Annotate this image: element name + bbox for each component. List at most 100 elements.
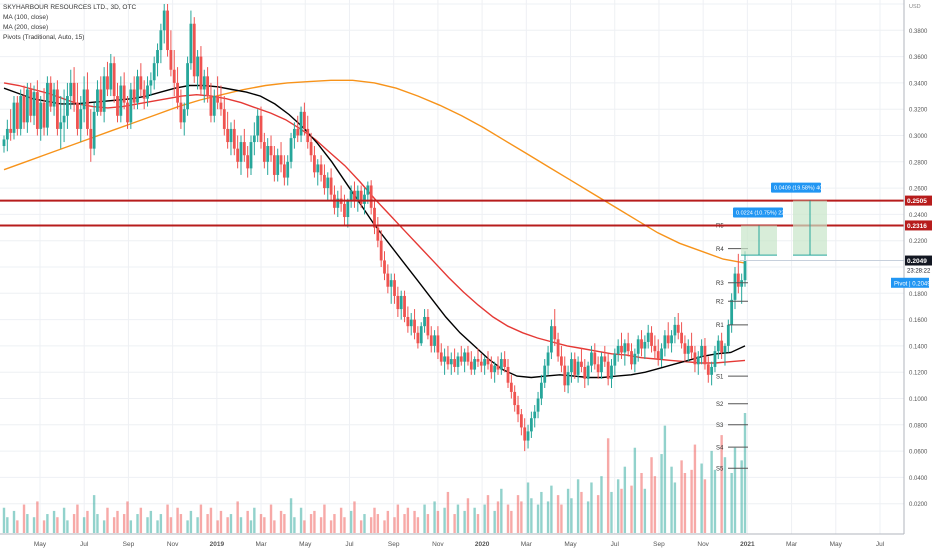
volume-bar <box>476 514 480 533</box>
x-tick-label: May <box>564 541 577 548</box>
candle-body <box>466 352 470 362</box>
volume-bar <box>653 476 657 533</box>
volume-bar <box>416 517 420 533</box>
volume-bar <box>72 514 76 533</box>
volume-bar <box>96 514 99 533</box>
x-tick-label: May <box>830 541 843 548</box>
volume-bar <box>493 510 496 533</box>
volume-bar <box>229 514 233 533</box>
volume-bar <box>433 501 436 533</box>
y-tick-label: 0.2800 <box>909 160 928 166</box>
candle-body <box>536 398 540 412</box>
candle-body <box>590 352 593 366</box>
candle-body <box>232 128 236 149</box>
projection-label: 0.0409 (19.58%) 409 <box>774 186 825 192</box>
volume-bar <box>640 473 643 533</box>
candle-body <box>743 260 747 281</box>
pivot-level-label: S5 <box>716 466 724 472</box>
volume-bar <box>510 510 513 533</box>
candle-body <box>369 185 373 208</box>
volume-bar <box>149 510 153 533</box>
y-tick-label: 0.1600 <box>909 318 928 324</box>
volume-bar <box>506 504 510 533</box>
candle-body <box>473 359 477 370</box>
x-tick-label: Sep <box>388 541 400 548</box>
volume-bar <box>236 501 239 533</box>
candle-body <box>396 295 400 310</box>
candle-body <box>32 92 36 116</box>
candle-body <box>109 63 113 90</box>
candle-body <box>96 89 99 112</box>
candle-body <box>506 366 510 383</box>
candle-body <box>593 352 597 365</box>
candle-body <box>349 190 353 202</box>
volume-bar <box>616 479 620 533</box>
y-tick-label: 0.2400 <box>909 213 928 219</box>
candle-body <box>353 190 356 202</box>
candle-body <box>216 96 220 103</box>
volume-bar <box>630 485 633 533</box>
candle-body <box>343 203 346 218</box>
volume-bar <box>319 517 323 533</box>
candle-body <box>69 82 73 97</box>
volume-bar <box>339 507 343 533</box>
candle-body <box>132 89 136 103</box>
candle-body <box>186 63 189 110</box>
volume-bar <box>253 507 256 533</box>
pivot-level-label: S2 <box>716 402 724 408</box>
volume-bar <box>369 517 373 533</box>
volume-bar <box>329 520 333 533</box>
candle-body <box>169 50 173 70</box>
y-tick-label: 0.0400 <box>909 476 928 482</box>
volume-bar <box>456 504 460 533</box>
candle-body <box>493 365 497 373</box>
candle-body <box>580 361 583 367</box>
candle-body <box>386 273 390 287</box>
candle-body <box>686 345 690 354</box>
candle-body <box>526 431 530 441</box>
candle-body <box>610 365 613 379</box>
x-tick-label: Sep <box>123 541 135 548</box>
volume-bar <box>343 517 346 533</box>
current-price-tag-bg <box>905 255 932 266</box>
candle-body <box>45 82 49 128</box>
candle-body <box>179 102 183 123</box>
volume-bar <box>6 517 9 533</box>
candle-body <box>449 359 453 365</box>
volume-bar <box>42 520 46 533</box>
candle-body <box>282 164 286 178</box>
candle-body <box>359 190 363 204</box>
candle-body <box>596 364 600 373</box>
candle-body <box>656 351 660 360</box>
pivot-level-label: S1 <box>716 374 724 380</box>
volume-bar <box>723 457 727 533</box>
candle-body <box>149 80 153 86</box>
candle-body <box>439 352 443 362</box>
volume-bar <box>309 514 313 533</box>
volume-bar <box>743 413 747 533</box>
candle-body <box>166 10 169 51</box>
volume-bar <box>179 514 183 533</box>
volume-bar <box>600 476 603 533</box>
volume-bar <box>580 491 583 533</box>
volume-bar <box>189 510 193 533</box>
x-tick-label: Mar <box>255 541 267 548</box>
candle-body <box>326 177 330 189</box>
volume-bar <box>546 501 550 533</box>
legend-ma200: MA (200, close) <box>3 24 49 31</box>
candle-body <box>516 405 520 415</box>
candle-body <box>2 139 6 147</box>
volume-bar <box>620 488 623 533</box>
volume-bar <box>126 501 129 533</box>
volume-bar <box>62 507 66 533</box>
volume-bar <box>386 510 390 533</box>
candle-body <box>546 352 550 366</box>
candle-body <box>489 364 493 373</box>
candle-body <box>663 335 667 349</box>
candle-body <box>76 102 79 129</box>
candle-body <box>306 128 310 143</box>
candle-body <box>39 102 43 129</box>
volume-bar <box>159 514 163 533</box>
volume-bar <box>643 488 647 533</box>
